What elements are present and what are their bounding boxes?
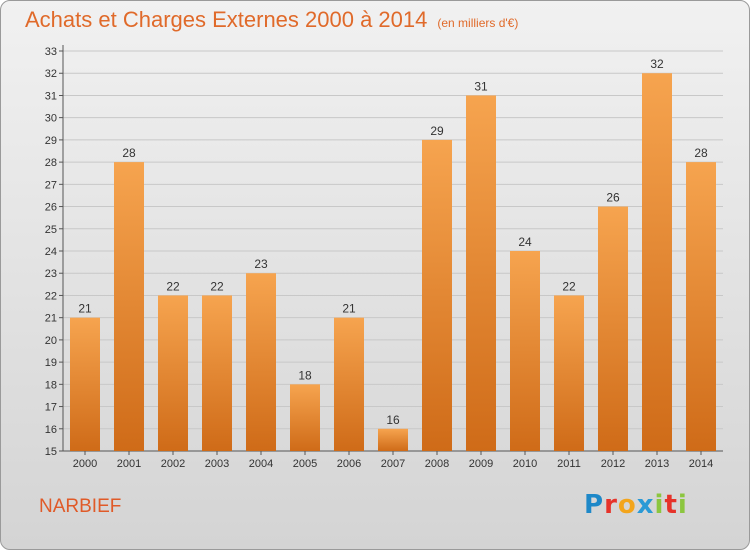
commune-name: NARBIEF [39, 496, 122, 517]
x-tick-label-2007: 2007 [381, 458, 405, 470]
bar-2005 [290, 384, 320, 451]
x-tick-label-2000: 2000 [73, 458, 97, 470]
y-tick-label: 19 [45, 357, 57, 369]
bar-2003 [202, 295, 232, 451]
y-tick-label: 17 [45, 402, 57, 414]
x-tick-label-2002: 2002 [161, 458, 185, 470]
logo-letter: i [654, 490, 665, 520]
title-unit: (en milliers d'€) [437, 16, 519, 30]
logo-letter: t [664, 490, 678, 520]
x-tick-label-2012: 2012 [601, 458, 625, 470]
bar-2002 [158, 295, 188, 451]
logo-letter: o [617, 490, 637, 520]
y-tick-label: 18 [45, 379, 57, 391]
bar-2008 [422, 139, 452, 451]
x-tick-label-2014: 2014 [689, 458, 713, 470]
bar-2011 [554, 295, 584, 451]
bar-2012 [598, 206, 628, 451]
y-tick-label: 21 [45, 313, 57, 325]
value-label-2008: 29 [430, 124, 444, 138]
y-tick-label: 25 [45, 224, 57, 236]
x-tick-label-2010: 2010 [513, 458, 537, 470]
y-tick-label: 15 [45, 446, 57, 458]
bar-2004 [246, 273, 276, 451]
value-label-2012: 26 [606, 191, 620, 205]
y-tick-label: 23 [45, 268, 57, 280]
y-tick-label: 28 [45, 157, 57, 169]
value-label-2004: 23 [254, 257, 268, 271]
x-tick-label-2005: 2005 [293, 458, 317, 470]
x-tick-label-2003: 2003 [205, 458, 229, 470]
y-tick-label: 20 [45, 335, 57, 347]
value-label-2010: 24 [518, 235, 532, 249]
logo-letter: i [677, 490, 688, 520]
title-text: Achats et Charges Externes 2000 à 2014 [25, 7, 428, 32]
y-tick-label: 30 [45, 113, 57, 125]
value-label-2001: 28 [122, 146, 136, 160]
y-tick-label: 33 [45, 46, 57, 58]
chart-title: Achats et Charges Externes 2000 à 2014 (e… [25, 7, 518, 33]
value-label-2013: 32 [650, 57, 664, 71]
bar-2007 [378, 428, 408, 451]
bar-2000 [70, 317, 100, 451]
value-label-2003: 22 [210, 279, 224, 293]
y-tick-label: 27 [45, 179, 57, 191]
logo-letter: P [584, 490, 605, 520]
y-tick-label: 26 [45, 202, 57, 214]
bar-2001 [114, 162, 144, 451]
y-tick-label: 22 [45, 290, 57, 302]
bar-2009 [466, 95, 496, 451]
y-tick-label: 29 [45, 135, 57, 147]
x-tick-label-2008: 2008 [425, 458, 449, 470]
y-tick-label: 16 [45, 424, 57, 436]
value-label-2006: 21 [342, 302, 356, 316]
proxiti-logo: Proxiti [584, 490, 688, 520]
bar-2013 [642, 73, 672, 451]
x-tick-label-2006: 2006 [337, 458, 361, 470]
x-tick-label-2009: 2009 [469, 458, 493, 470]
y-tick-label: 31 [45, 90, 57, 102]
x-tick-label-2001: 2001 [117, 458, 141, 470]
bar-2014 [686, 162, 716, 451]
value-label-2011: 22 [562, 279, 576, 293]
x-tick-label-2004: 2004 [249, 458, 273, 470]
bar-2006 [334, 317, 364, 451]
value-label-2009: 31 [474, 79, 488, 93]
x-tick-label-2011: 2011 [557, 458, 581, 470]
value-label-2005: 18 [298, 368, 312, 382]
x-tick-label-2013: 2013 [645, 458, 669, 470]
value-label-2014: 28 [694, 146, 708, 160]
logo-letter: r [604, 490, 618, 520]
bar-2010 [510, 251, 540, 451]
value-label-2007: 16 [386, 413, 400, 427]
value-label-2000: 21 [78, 302, 92, 316]
y-tick-label: 24 [45, 246, 57, 258]
logo-letter: x [636, 490, 655, 520]
bars [70, 73, 716, 451]
value-label-2002: 22 [166, 279, 180, 293]
labels: 15 16 17 18 19 20 21 22 23 24 25 26 27 28 29 30 31 32 33 21… [45, 46, 713, 470]
y-tick-label: 32 [45, 68, 57, 80]
